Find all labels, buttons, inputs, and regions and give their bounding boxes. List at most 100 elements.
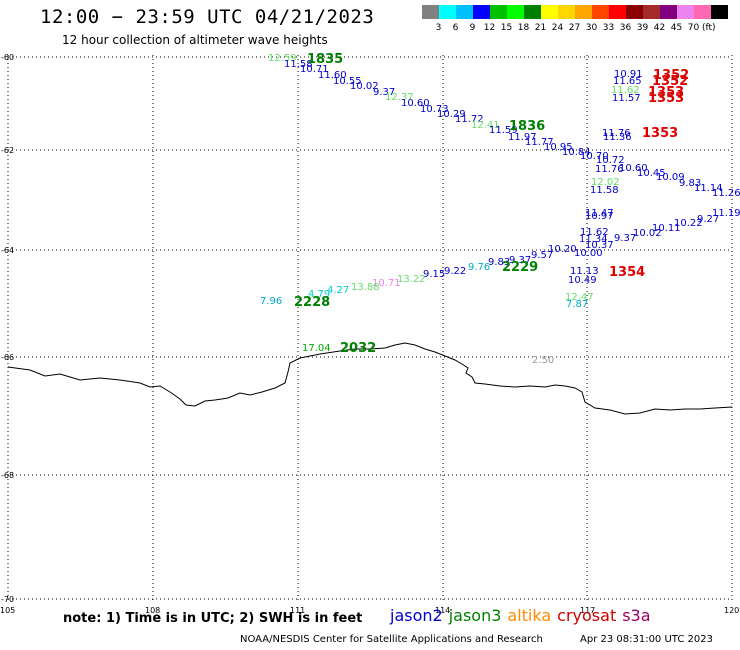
swh-value: 10.37 (585, 240, 614, 251)
swh-value: 11.76 (602, 128, 631, 139)
swh-value: 10.02 (350, 81, 379, 92)
swh-value: 11.65 (613, 76, 642, 87)
scale-swatch (643, 5, 660, 19)
swh-value: 11.77 (525, 137, 554, 148)
swh-value: 10.49 (568, 275, 597, 286)
pass-time-label: 1354 (609, 265, 645, 280)
swh-value: 10.97 (585, 211, 614, 222)
swh-value: 12.37 (385, 92, 414, 103)
scale-label: 15 (500, 23, 513, 33)
footer-credit: NOAA/NESDIS Center for Satellite Applica… (240, 634, 543, 645)
scale-label: 36 (619, 23, 632, 33)
scale-swatch (473, 5, 490, 19)
swh-value: 12.02 (591, 177, 620, 188)
scale-label: 42 (653, 23, 666, 33)
scale-swatch (507, 5, 524, 19)
pass-time-label: 1835 (307, 52, 343, 67)
swh-value: 11.97 (508, 132, 537, 143)
lat-label: -70 (1, 595, 14, 604)
lon-label: 117 (580, 606, 595, 615)
satellite-legend: jason2 jason3 altika cryosat s3a (390, 606, 657, 625)
swh-value: 12.47 (565, 292, 594, 303)
antarctic-coastline (7, 342, 733, 415)
pass-time-label: 1352 (653, 68, 689, 83)
swh-value: 10.20 (548, 244, 577, 255)
swh-value: 4.27 (327, 285, 349, 296)
scale-swatch (422, 5, 439, 19)
lon-label: 114 (435, 606, 450, 615)
swh-value: 11.72 (455, 114, 484, 125)
pass-time-label: 1353 (642, 126, 678, 141)
swh-value: 11.57 (612, 93, 641, 104)
swh-value: 10.95 (544, 142, 573, 153)
scale-label: 9 (469, 23, 476, 33)
swh-value: 10.11 (652, 223, 681, 234)
swh-value: 10.71 (300, 64, 329, 75)
pass-time-label: 2229 (502, 260, 538, 275)
swh-value: 10.29 (437, 109, 466, 120)
scale-swatch (524, 5, 541, 19)
lat-label: -68 (1, 471, 14, 480)
axis-labels: 105 108 111 114 117 120 -60 -62 -64 -66 -68 -70 (0, 53, 739, 615)
swh-value: 11.14 (694, 183, 723, 194)
swh-value: 10.09 (656, 172, 685, 183)
satellite-jason2: jason2 (390, 606, 443, 625)
footer-timestamp: Apr 23 08:31:00 UTC 2023 (580, 634, 713, 645)
scale-swatch (626, 5, 643, 19)
swh-value: 13.88 (351, 282, 380, 293)
scale-swatch (575, 5, 592, 19)
satellite-jason3: jason3 (448, 606, 502, 625)
swh-value: 7.96 (260, 296, 282, 307)
scale-label: 24 (551, 23, 564, 33)
scale-unit: (ft) (702, 23, 716, 33)
scale-label: 18 (517, 23, 530, 33)
scale-swatch (592, 5, 609, 19)
swh-value: 11.26 (712, 188, 740, 199)
swh-value: 17.04 (302, 343, 331, 354)
scale-label: 12 (483, 23, 496, 33)
scale-swatch (694, 5, 711, 19)
map-title: 12:00 − 23:59 UTC 04/21/2023 (40, 6, 375, 28)
swh-value: 11.36 (603, 132, 632, 143)
swh-value: 11.60 (318, 70, 347, 81)
satellite-s3a: s3a (622, 606, 651, 625)
swh-value: 9.22 (444, 266, 466, 277)
swh-value: 9.83 (679, 178, 701, 189)
lon-label: 108 (145, 606, 160, 615)
pass-time-label: 2228 (294, 295, 330, 310)
swh-value: 10.02 (633, 228, 662, 239)
scale-swatch (677, 5, 694, 19)
scale-label: 21 (534, 23, 547, 33)
scale-swatch (711, 5, 728, 19)
pass-time-label: 2032 (340, 341, 376, 356)
swh-value: 9.37 (373, 87, 395, 98)
swh-value: 12.41 (471, 120, 500, 131)
lon-label: 120 (724, 606, 739, 615)
scale-label: 33 (602, 23, 615, 33)
scale-label: 45 (670, 23, 683, 33)
swh-value: 9.76 (468, 262, 490, 273)
scale-label: 3 (435, 23, 442, 33)
scale-swatch (558, 5, 575, 19)
scale-label: 6 (452, 23, 459, 33)
swh-value: 9.57 (531, 250, 553, 261)
contour-label: 2.50 (532, 355, 554, 366)
swh-value: 10.60 (619, 163, 648, 174)
swh-value: 7.87 (566, 299, 588, 310)
swh-value: 11.13 (570, 266, 599, 277)
swh-value: 11.19 (712, 208, 740, 219)
satellite-altika: altika (507, 606, 552, 625)
swh-value: 9.83 (488, 257, 510, 268)
swh-value: 10.45 (637, 168, 666, 179)
scale-swatch (541, 5, 558, 19)
pass-time-label: 1352 (652, 74, 688, 89)
swh-value: 9.27 (697, 214, 719, 225)
scale-swatch (456, 5, 473, 19)
pass-time-label: 1353 (648, 85, 684, 100)
lat-label: -64 (1, 246, 14, 255)
swh-value: 11.58 (284, 59, 313, 70)
swh-value: 10.00 (574, 248, 603, 259)
swh-value: 11.58 (590, 185, 619, 196)
swh-values: 12.5911.5810.7111.6010.5510.029.3712.371… (260, 53, 740, 354)
